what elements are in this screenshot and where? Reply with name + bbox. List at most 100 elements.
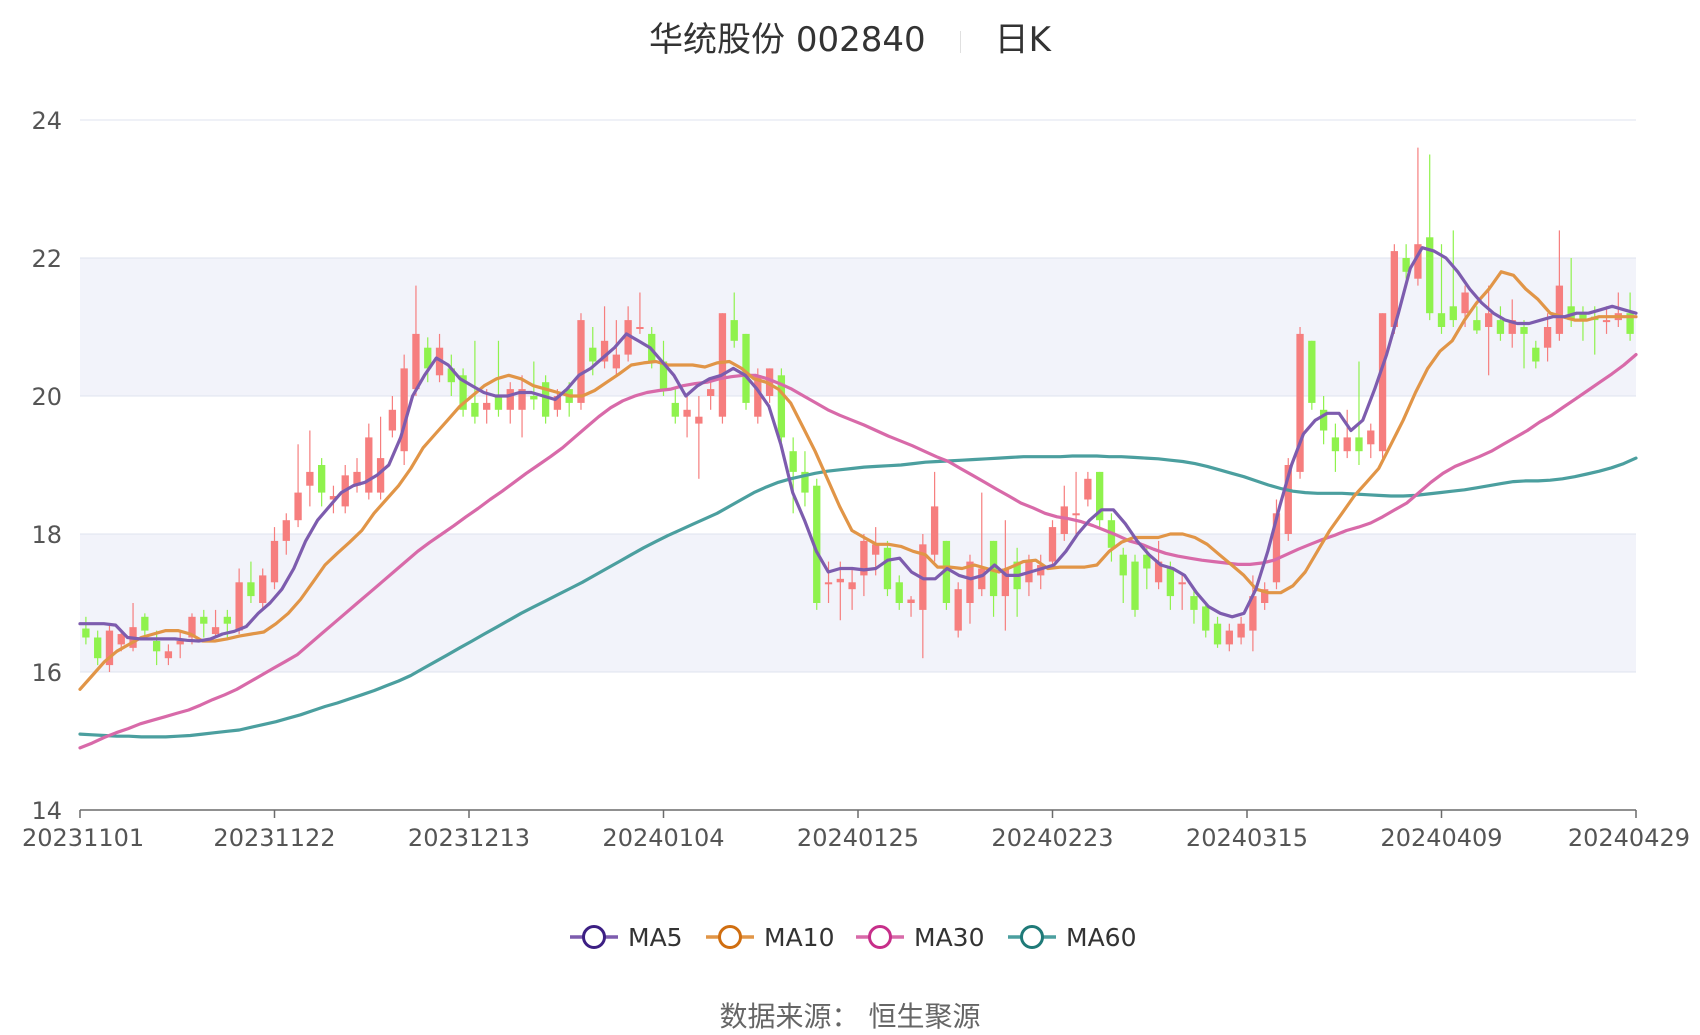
- x-tick-label: 20231213: [408, 824, 530, 852]
- candle-body: [695, 416, 703, 424]
- candle-body: [872, 544, 880, 555]
- candle-body: [742, 333, 750, 403]
- candle-body: [577, 320, 585, 403]
- legend-label: MA5: [628, 923, 683, 952]
- candle-body: [730, 320, 738, 341]
- legend-item-ma30[interactable]: MA30: [856, 923, 984, 952]
- candle-body: [1190, 596, 1198, 610]
- candle-body: [624, 320, 632, 355]
- x-tick-label: 20231122: [213, 824, 335, 852]
- legend-item-ma10[interactable]: MA10: [706, 923, 834, 952]
- candle-body: [1308, 340, 1316, 403]
- candle-body: [235, 582, 243, 631]
- candle-body: [105, 630, 114, 666]
- candle-body: [1261, 589, 1269, 603]
- x-tick-label: 20240104: [602, 824, 724, 852]
- candle-body: [483, 402, 491, 410]
- candle-body: [223, 616, 232, 624]
- candle-body: [1343, 437, 1351, 452]
- candle-body: [636, 327, 644, 329]
- candle-body: [1095, 471, 1104, 521]
- candle-body: [765, 368, 774, 396]
- x-tick-label: 20240125: [797, 824, 919, 852]
- candle-body: [836, 578, 844, 583]
- candle-body: [612, 354, 621, 369]
- candle-body: [1284, 465, 1292, 534]
- moving-averages: [78, 246, 1638, 750]
- y-tick-label: 16: [31, 659, 62, 687]
- candle-body: [400, 368, 408, 452]
- candle-body: [506, 389, 514, 410]
- x-tick-label: 20240315: [1186, 824, 1308, 852]
- candle-body: [1060, 506, 1068, 534]
- legend-item-ma60[interactable]: MA60: [1008, 923, 1136, 952]
- candle-body: [152, 640, 161, 652]
- background-band: [80, 258, 1636, 396]
- candle-body: [329, 496, 338, 500]
- candle-body: [1355, 437, 1363, 452]
- legend-marker: [868, 925, 892, 949]
- candle-body: [376, 458, 385, 493]
- title-separator: [959, 30, 961, 53]
- stock-title: 华统股份 002840: [649, 20, 926, 60]
- data-source: 数据来源： 恒生聚源: [719, 1000, 981, 1033]
- candle-body: [1543, 327, 1552, 348]
- candle-body: [659, 361, 668, 390]
- candle-body: [1390, 251, 1399, 327]
- candle-body: [1367, 430, 1375, 445]
- candle-body: [801, 471, 809, 493]
- candle-body: [848, 582, 856, 590]
- candle-body: [954, 589, 962, 631]
- y-tick-label: 14: [31, 797, 62, 825]
- candle-body: [907, 599, 915, 603]
- candle-body: [895, 582, 903, 603]
- candle-body: [600, 340, 609, 362]
- candle-body: [1154, 561, 1163, 583]
- legend-item-ma5[interactable]: MA5: [570, 923, 683, 952]
- candle-body: [1602, 320, 1611, 323]
- candle-body: [471, 402, 479, 417]
- ma30-line: [78, 353, 1638, 750]
- candle-body: [164, 651, 173, 659]
- candle-body: [1001, 568, 1010, 597]
- y-tick-label: 22: [31, 245, 62, 273]
- legend-marker: [718, 925, 742, 949]
- y-tick-label: 24: [31, 107, 62, 135]
- candle-body: [989, 540, 998, 597]
- y-tick-label: 18: [31, 521, 62, 549]
- y-axis-labels: 14 16 18 20 22 24: [31, 107, 62, 825]
- candle-body: [1143, 554, 1151, 569]
- candle-body: [141, 616, 149, 631]
- candle-body: [365, 437, 373, 493]
- candle-body: [589, 347, 597, 362]
- candle-body: [1484, 313, 1493, 327]
- candle-body: [1331, 437, 1340, 452]
- candle-body: [353, 471, 361, 486]
- candle-body: [1131, 561, 1139, 610]
- candle-body: [683, 409, 691, 417]
- legend-label: MA30: [914, 923, 984, 952]
- candle-body: [1178, 582, 1186, 585]
- candle-body: [1449, 306, 1457, 321]
- candle-body: [388, 409, 397, 431]
- candle-body: [706, 389, 715, 396]
- candle-body: [1555, 285, 1564, 334]
- candle-body: [777, 375, 786, 438]
- legend-label: MA60: [1066, 923, 1136, 952]
- candle-body: [459, 375, 467, 410]
- candle-body: [860, 540, 868, 576]
- legend-marker: [582, 925, 606, 949]
- candle-body: [813, 485, 821, 603]
- x-tick-label: 20240223: [991, 824, 1113, 852]
- candle-body: [1461, 292, 1469, 314]
- candle-body: [306, 471, 314, 486]
- candle-body: [1508, 320, 1516, 334]
- legend[interactable]: MA5 MA10 MA30 MA60: [570, 923, 1136, 952]
- candle-body: [317, 465, 326, 493]
- candle-body: [82, 628, 90, 638]
- candle-body: [518, 389, 526, 410]
- candle-body: [1473, 320, 1481, 331]
- candle-body: [1414, 244, 1422, 279]
- background-bands: [80, 258, 1636, 672]
